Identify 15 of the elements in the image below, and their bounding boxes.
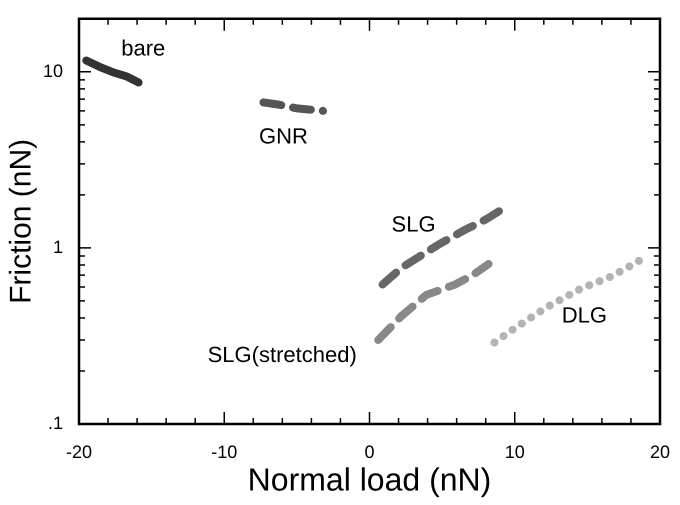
x-tick-label: 0 <box>364 442 374 462</box>
series-label: bare <box>121 36 166 61</box>
x-axis-title: Normal load (nN) <box>248 462 492 498</box>
x-tick-label: -20 <box>66 442 92 462</box>
x-tick-label: -10 <box>211 442 238 462</box>
series-label: SLG(stretched) <box>208 342 357 368</box>
series-label: GNR <box>259 124 308 148</box>
series-label: SLG <box>392 212 436 237</box>
x-tick-label: 10 <box>504 442 525 462</box>
y-tick-label: 1 <box>52 236 63 257</box>
series-label: DLG <box>562 302 608 328</box>
x-tick-label: 20 <box>650 442 670 462</box>
y-tick-label: .1 <box>48 412 63 433</box>
y-axis-title: Friction (nN) <box>4 138 38 304</box>
y-tick-label: 10 <box>42 60 63 81</box>
